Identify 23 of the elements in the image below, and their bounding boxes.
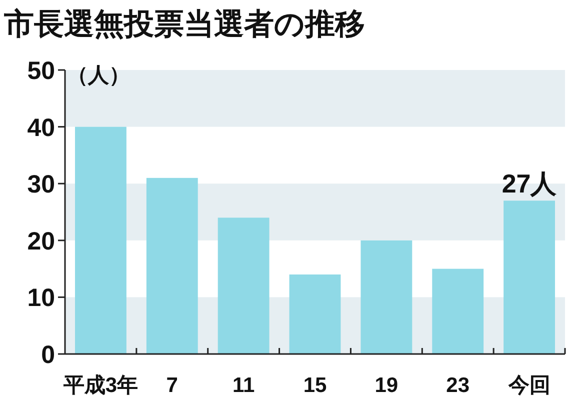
y-tick-label: 30 <box>27 170 55 199</box>
x-tick-label: 7 <box>166 374 178 397</box>
x-tick-label: 平成3年 <box>62 374 138 397</box>
bar <box>504 200 555 354</box>
x-tick-label: 19 <box>374 374 398 397</box>
y-tick-label: 40 <box>27 114 55 142</box>
y-tick-label: 20 <box>27 227 55 256</box>
x-tick-label: 11 <box>232 374 255 397</box>
bar <box>360 240 412 354</box>
data-label: 27人 <box>502 168 558 199</box>
x-tick-label: 23 <box>446 374 470 397</box>
chart-title: 市長選無投票当選者の推移 <box>3 7 365 41</box>
y-axis-title: （人） <box>67 64 130 87</box>
x-tick-label: 15 <box>303 374 327 397</box>
x-tick-label: 今回 <box>507 374 550 397</box>
y-tick-label: 10 <box>27 284 55 312</box>
bar <box>218 218 270 354</box>
bar <box>432 268 484 354</box>
y-tick-label: 0 <box>41 341 55 369</box>
bar <box>289 274 341 354</box>
bar <box>75 126 126 354</box>
bar <box>146 178 198 354</box>
y-tick-label: 50 <box>27 57 55 85</box>
